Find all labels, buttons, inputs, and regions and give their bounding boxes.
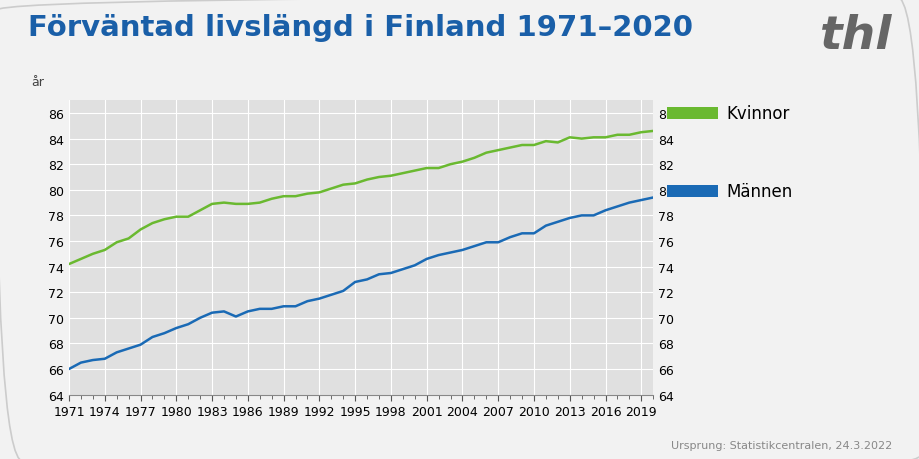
Text: thl: thl: [819, 14, 891, 59]
Text: Ursprung: Statistikcentralen, 24.3.2022: Ursprung: Statistikcentralen, 24.3.2022: [671, 440, 891, 450]
Text: Kvinnor: Kvinnor: [726, 105, 789, 123]
Text: år: år: [31, 76, 44, 89]
Text: Männen: Männen: [726, 183, 792, 201]
Text: Förväntad livslängd i Finland 1971–2020: Förväntad livslängd i Finland 1971–2020: [28, 14, 692, 42]
